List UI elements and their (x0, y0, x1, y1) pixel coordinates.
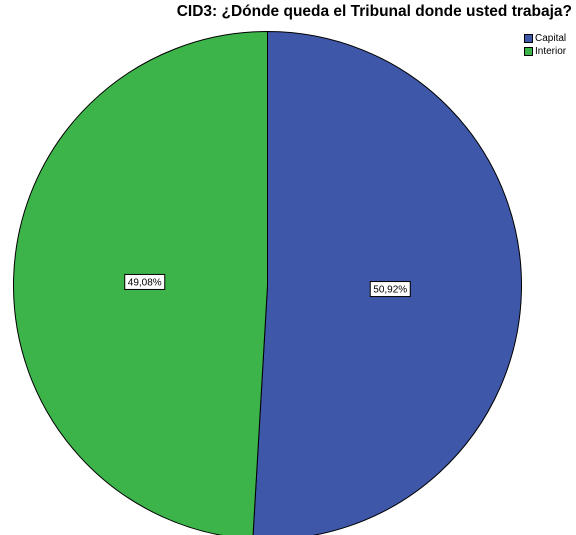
legend-swatch-capital (524, 33, 533, 43)
pie-label-interior: 49,08% (124, 273, 166, 290)
legend-label-capital: Capital (535, 32, 567, 44)
pie-label-capital: 50,92% (369, 281, 411, 298)
pie-label-text-capital: 50,92% (373, 285, 407, 296)
chart-legend: Capital Interior (524, 32, 566, 58)
legend-swatch-interior (524, 46, 533, 56)
legend-label-interior: Interior (535, 45, 567, 57)
legend-item-capital: Capital (524, 32, 566, 44)
legend-item-interior: Interior (524, 45, 566, 57)
pie-label-text-interior: 49,08% (128, 277, 162, 288)
chart-title: CID3: ¿Dónde queda el Tribunal donde ust… (176, 3, 572, 20)
